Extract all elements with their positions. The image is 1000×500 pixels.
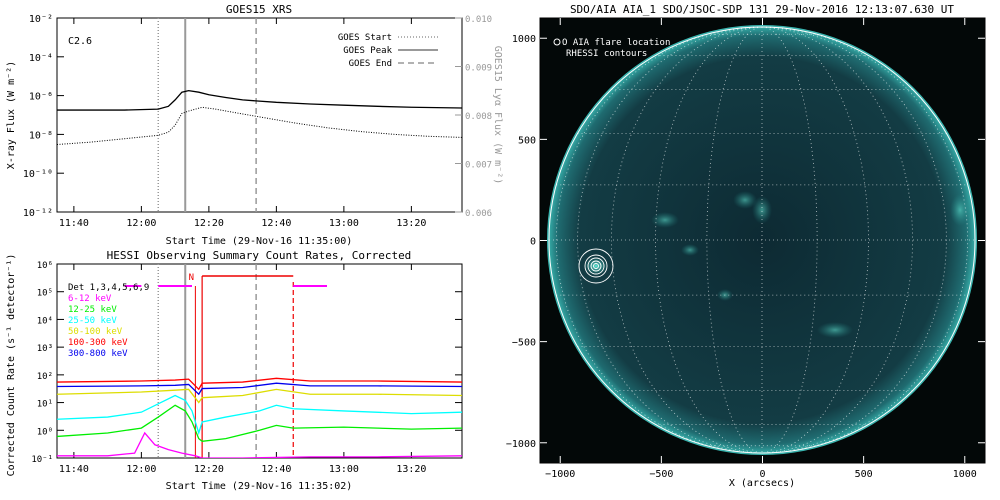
goes-class-label: C2.6 xyxy=(68,36,92,47)
aia-xtick-label: 0 xyxy=(759,469,765,480)
goes-ytick-right-label: 0.009 xyxy=(465,64,492,74)
aia-legend-flare: O AIA flare location xyxy=(562,38,670,48)
hessi-legend-label: 25-50 keV xyxy=(68,316,117,326)
grid-meridian xyxy=(761,26,969,454)
hessi-series-line xyxy=(57,388,462,404)
goes-legend-label: GOES End xyxy=(349,59,392,69)
goes-xtick-label: 12:00 xyxy=(126,218,156,229)
goes-ytick-right-label: 0.008 xyxy=(465,112,492,122)
aia-panel: SDO/AIA AIA_1 SDO/JSOC-SDP 131 29-Nov-20… xyxy=(506,3,986,489)
hessi-ytick-label: 10⁻¹ xyxy=(31,455,53,465)
hessi-title: HESSI Observing Summary Count Rates, Cor… xyxy=(107,249,412,262)
goes-series xyxy=(57,18,462,212)
hessi-series-line xyxy=(57,394,462,436)
goes-legend-label: GOES Start xyxy=(338,33,392,43)
goes-series-line-dotted xyxy=(57,106,462,146)
hessi-series-line xyxy=(57,382,462,396)
hessi-series-line xyxy=(57,404,462,442)
goes-xlabel: Start Time (29-Nov-16 11:35:00) xyxy=(166,236,353,247)
goes-ylabel: X-ray Flux (W m⁻²) xyxy=(6,61,17,169)
hessi-ytick-label: 10⁰ xyxy=(37,427,53,437)
goes-title: GOES15 XRS xyxy=(226,3,292,16)
grid-meridian xyxy=(706,26,763,454)
goes-ytick-right-label: 0.007 xyxy=(465,161,492,171)
aia-ytick-label: 1000 xyxy=(512,34,536,45)
hessi-xtick-label: 12:20 xyxy=(194,464,224,475)
hessi-ytick-label: 10⁶ xyxy=(37,261,53,271)
goes-ytick-label: 10⁻² xyxy=(29,14,53,25)
goes-xtick-label: 13:00 xyxy=(329,218,359,229)
aia-image xyxy=(547,25,977,455)
goes-legend: GOES Start GOES Peak GOES End xyxy=(338,33,438,69)
goes-xtick-label: 12:20 xyxy=(194,218,224,229)
goes-ytick-label: 10⁻⁸ xyxy=(29,130,53,141)
aia-xtick-label: 1000 xyxy=(953,469,977,480)
hessi-ytick-label: 10⁵ xyxy=(37,289,53,299)
goes-panel: GOES15 XRS C2.6 11:40 12:00 12:20 12:40 13:0… xyxy=(6,3,503,247)
hessi-legend-label: 100-300 keV xyxy=(68,338,128,348)
grid-meridian xyxy=(761,26,947,454)
aia-xlabel: X (arcsecs) xyxy=(729,478,795,489)
aia-ytick-label: 500 xyxy=(518,135,536,146)
goes-xtick-label: 13:20 xyxy=(396,218,426,229)
hessi-legend-label: 12-25 keV xyxy=(68,305,117,315)
flare-brightening xyxy=(584,257,608,275)
goes-ytick-label: 10⁻¹⁰ xyxy=(23,169,53,180)
goes-series-line-solid xyxy=(57,89,462,111)
hessi-xtick-label: 12:40 xyxy=(261,464,291,475)
goes-plot-frame xyxy=(56,17,463,213)
hessi-xtick-label: 13:00 xyxy=(329,464,359,475)
hessi-ytick-label: 10² xyxy=(37,372,53,382)
hessi-xtick-label: 12:00 xyxy=(126,464,156,475)
goes-xtick-label: 11:40 xyxy=(59,218,89,229)
hessi-ytick-label: 10¹ xyxy=(37,400,53,410)
hessi-xlabel: Start Time (29-Nov-16 11:35:02) xyxy=(166,481,353,492)
goes-axes: 11:40 12:00 12:20 12:40 13:00 13:20 10⁻² 10⁻⁴ 10… xyxy=(23,14,492,229)
aia-xtick-label: −500 xyxy=(649,469,673,480)
active-region-patches xyxy=(651,191,970,338)
goes-ytick-label: 10⁻⁴ xyxy=(29,53,53,64)
aia-title: SDO/AIA AIA_1 SDO/JSOC-SDP 131 29-Nov-20… xyxy=(570,3,954,16)
aia-xtick-label: −1000 xyxy=(545,469,575,480)
hessi-legend-label: 50-100 keV xyxy=(68,327,123,337)
goes-ytick-label: 10⁻¹² xyxy=(23,208,53,219)
goes-ytick-right-label: 0.010 xyxy=(465,15,492,25)
hessi-panel: HESSI Observing Summary Count Rates, Cor… xyxy=(6,249,463,492)
hessi-xtick-label: 13:20 xyxy=(396,464,426,475)
goes-legend-label: GOES Peak xyxy=(343,46,392,56)
grid-meridian xyxy=(555,26,763,454)
goes-ylabel-right: GOES15 Lyα Flux (W m⁻²) xyxy=(492,46,503,184)
hessi-legend-label: 300-800 keV xyxy=(68,349,128,359)
hessi-ytick-label: 10⁴ xyxy=(37,316,53,326)
aia-legend-rhessi: RHESSI contours xyxy=(566,49,647,59)
rhessi-contours xyxy=(578,248,614,284)
hessi-series: N xyxy=(57,264,462,458)
aia-axes: −1000 −500 0 500 1000 1000 500 0 −500 −1000 xyxy=(506,18,985,480)
hessi-series-line xyxy=(57,431,462,458)
flag-label: N xyxy=(189,273,194,283)
hessi-xtick-label: 11:40 xyxy=(59,464,89,475)
flare-location-marker xyxy=(553,38,561,46)
hessi-legend-label: 6-12 keV xyxy=(68,294,112,304)
aia-xtick-label: 500 xyxy=(855,469,873,480)
heliographic-grid xyxy=(549,26,975,454)
hessi-detectors-label: Det 1,3,4,5,6,9 xyxy=(68,283,149,293)
aia-ytick-label: 0 xyxy=(530,237,536,248)
hessi-ytick-label: 10³ xyxy=(37,344,53,354)
aia-ytick-label: −500 xyxy=(512,338,536,349)
grid-meridian xyxy=(761,26,818,454)
hessi-axes: 11:40 12:00 12:20 12:40 13:00 13:20 10⁶ 10⁵ 10⁴ 1… xyxy=(31,261,462,475)
hessi-series-line xyxy=(57,377,462,391)
aia-ytick-label: −1000 xyxy=(506,439,536,450)
goes-ytick-label: 10⁻⁶ xyxy=(29,92,53,103)
goes-xtick-label: 12:40 xyxy=(261,218,291,229)
goes-ytick-right-label: 0.006 xyxy=(465,209,492,219)
hessi-ylabel: Corrected Count Rate (s⁻¹ detector⁻¹) xyxy=(6,254,17,477)
solar-limb xyxy=(548,26,976,454)
